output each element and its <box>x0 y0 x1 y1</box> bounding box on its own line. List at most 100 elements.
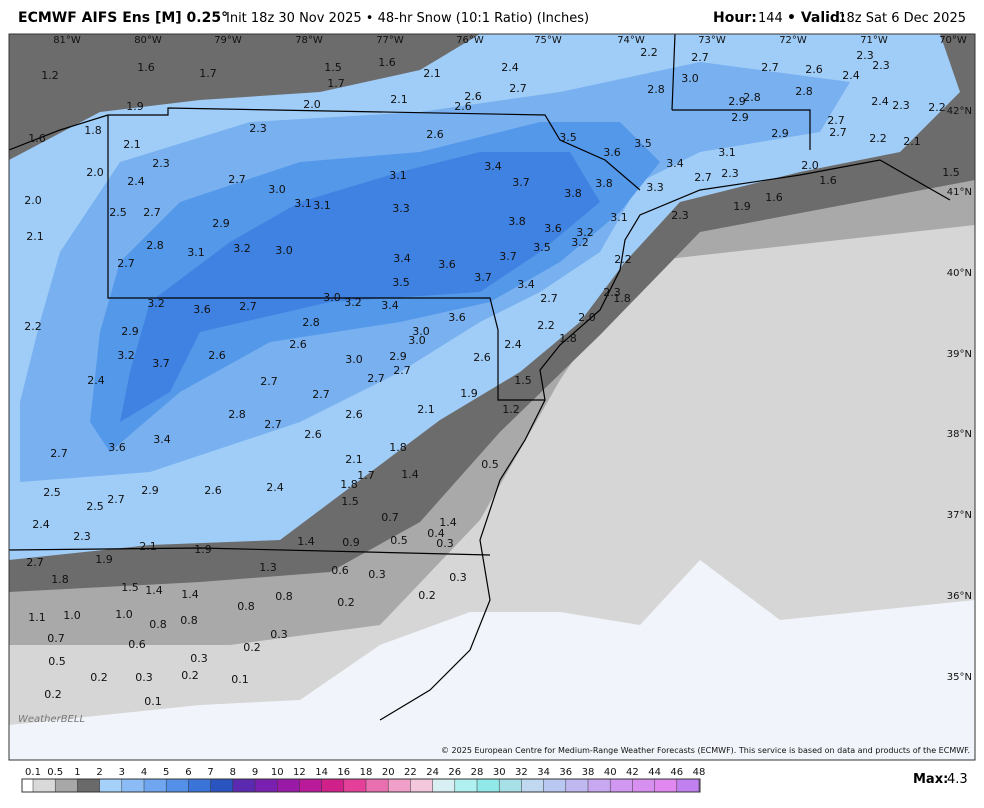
contour-label: 1.2 <box>41 69 59 82</box>
colorbar-segment <box>477 779 500 792</box>
contour-label: 0.3 <box>135 671 153 684</box>
contour-label: 3.1 <box>389 169 407 182</box>
contour-label: 3.0 <box>275 244 293 257</box>
contour-label: 2.7 <box>260 375 278 388</box>
contour-label: 3.4 <box>517 278 535 291</box>
contour-label: 0.5 <box>481 458 499 471</box>
contour-label: 0.2 <box>181 669 199 682</box>
contour-label: 0.1 <box>144 695 162 708</box>
contour-label: 1.1 <box>28 611 46 624</box>
contour-label: 3.1 <box>313 199 331 212</box>
colorbar-tick-label: 44 <box>648 767 661 778</box>
colorbar-segment <box>565 779 589 792</box>
contour-label: 0.2 <box>44 688 62 701</box>
colorbar-start <box>22 779 33 792</box>
contour-label: 0.7 <box>381 511 399 524</box>
contour-label: 3.6 <box>448 311 466 324</box>
contour-label: 2.6 <box>208 349 226 362</box>
colorbar-tick-label: 4 <box>141 767 147 778</box>
longitude-label: 79°W <box>214 35 242 46</box>
contour-label: 1.2 <box>502 403 520 416</box>
longitude-label: 77°W <box>376 35 404 46</box>
colorbar-tick-label: 18 <box>360 767 373 778</box>
contour-label: 1.6 <box>765 191 783 204</box>
contour-label: 2.2 <box>640 46 658 59</box>
colorbar-tick-label: 2 <box>96 767 102 778</box>
colorbar-segment <box>410 779 434 792</box>
contour-label: 0.2 <box>90 671 108 684</box>
contour-label: 0.3 <box>190 652 208 665</box>
contour-label: 1.5 <box>341 495 359 508</box>
contour-label: 1.4 <box>297 535 315 548</box>
contour-label: 2.0 <box>578 311 596 324</box>
state-border <box>107 115 545 401</box>
contour-label: 2.5 <box>86 500 104 513</box>
contour-label: 2.1 <box>417 403 435 416</box>
colorbar-tick-label: 9 <box>252 767 258 778</box>
contour-label: 3.5 <box>559 131 577 144</box>
contour-label: 1.8 <box>84 124 102 137</box>
contour-label: 2.4 <box>501 61 519 74</box>
contour-label: 3.0 <box>268 183 286 196</box>
contour-label: 3.2 <box>344 296 362 309</box>
contour-label: 2.7 <box>107 493 125 506</box>
colorbar-segment <box>188 779 212 792</box>
contour-label: 2.6 <box>426 128 444 141</box>
contour-label: 0.3 <box>449 571 467 584</box>
state-border <box>108 107 641 191</box>
contour-label: 2.4 <box>127 175 145 188</box>
contour-label: 3.0 <box>412 325 430 338</box>
contour-label: 3.4 <box>381 299 399 312</box>
colorbar-tick-label: 8 <box>230 767 236 778</box>
colorbar-tick-label: 1 <box>74 767 80 778</box>
colorbar-tick-label: 5 <box>163 767 169 778</box>
contour-label: 3.0 <box>345 353 363 366</box>
contour-label: 2.1 <box>26 230 44 243</box>
contour-label: 2.9 <box>389 350 407 363</box>
contour-label: 2.9 <box>212 217 230 230</box>
latitude-label: 37°N <box>947 510 972 521</box>
contour-label: 2.8 <box>795 85 813 98</box>
colorbar-tick-label: 20 <box>382 767 395 778</box>
contour-label: 0.8 <box>237 600 255 613</box>
contour-label: 1.7 <box>327 77 345 90</box>
contour-label: 2.7 <box>761 61 779 74</box>
colorbar-tick-label: 0.5 <box>47 767 63 778</box>
contour-label: 2.7 <box>827 114 845 127</box>
contour-label: 3.1 <box>187 246 205 259</box>
contour-label: 1.6 <box>378 56 396 69</box>
contour-label: 2.1 <box>390 93 408 106</box>
colorbar-tick-label: 28 <box>471 767 484 778</box>
contour-label: 2.0 <box>801 159 819 172</box>
colorbar-segment <box>121 779 145 792</box>
contour-label: 3.3 <box>392 202 410 215</box>
contour-label: 0.2 <box>243 641 261 654</box>
contour-label: 1.9 <box>194 543 212 556</box>
contour-label: 2.2 <box>537 319 555 332</box>
contour-label: 0.3 <box>368 568 386 581</box>
colorbar-segment <box>543 779 567 792</box>
contour-label: 2.5 <box>109 206 127 219</box>
contour-label: 0.9 <box>342 536 360 549</box>
contour-label: 3.6 <box>193 303 211 316</box>
longitude-label: 80°W <box>134 35 162 46</box>
contour-label: 3.7 <box>474 271 492 284</box>
contour-label: 0.6 <box>128 638 146 651</box>
contour-label: 1.8 <box>51 573 69 586</box>
contour-label: 2.7 <box>228 173 246 186</box>
colorbar-tick-label: 14 <box>315 767 328 778</box>
contour-label: 2.4 <box>504 338 522 351</box>
contour-label: 2.1 <box>139 540 157 553</box>
contour-label: 2.7 <box>264 418 282 431</box>
contour-label: 1.4 <box>439 516 457 529</box>
contour-label: 1.5 <box>121 581 139 594</box>
colorbar-segment <box>521 779 545 792</box>
colorbar-segment <box>654 779 678 792</box>
longitude-label: 78°W <box>295 35 323 46</box>
contour-label: 2.6 <box>204 484 222 497</box>
colorbar-tick-label: 6 <box>185 767 191 778</box>
contour-label: 1.8 <box>559 332 577 345</box>
map-frame <box>8 33 976 761</box>
